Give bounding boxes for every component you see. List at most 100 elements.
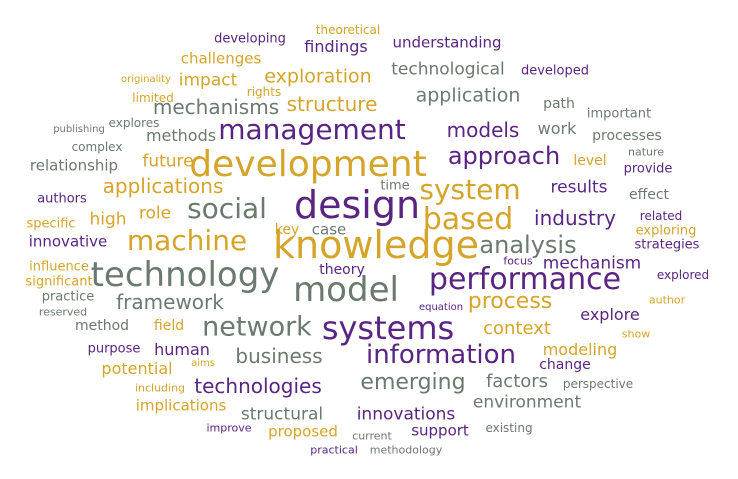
word-effect: effect [628, 187, 670, 203]
word-case: case [311, 220, 347, 239]
word-aims: aims [191, 358, 215, 369]
word-change: change [539, 357, 591, 373]
word-developed: developed [520, 63, 590, 79]
word-strategies: strategies [634, 237, 700, 253]
word-analysis: analysis [479, 231, 577, 259]
word-exploring: exploring [635, 223, 697, 239]
word-author: author [648, 293, 686, 307]
word-purpose: purpose [87, 341, 141, 357]
word-environment: environment [472, 392, 582, 413]
word-knowledge: knowledge [273, 223, 479, 267]
word-industry: industry [534, 206, 616, 230]
word-complex: complex [71, 140, 123, 154]
word-explored: explored [656, 268, 710, 282]
word-innovations: innovations [356, 404, 456, 425]
word-nature: nature [627, 145, 665, 159]
word-human: human [154, 340, 210, 359]
word-approach: approach [447, 142, 561, 170]
word-results: results [550, 177, 608, 198]
word-work: work [537, 119, 577, 138]
word-developing: developing [214, 31, 286, 47]
word-methods: methods [145, 126, 217, 145]
word-social: social [187, 192, 267, 225]
word-factors: factors [485, 371, 549, 392]
word-model: model [293, 270, 399, 310]
word-perspective: perspective [562, 377, 634, 391]
word-technology: technology [90, 255, 280, 295]
word-path: path [543, 96, 575, 112]
word-explore: explore [580, 305, 640, 324]
word-existing: existing [485, 421, 533, 435]
word-processes: processes [592, 128, 662, 144]
word-reserved: reserved [38, 305, 88, 319]
word-application: application [415, 84, 521, 107]
word-level: level [573, 153, 607, 169]
word-systems: systems [321, 309, 455, 347]
word-methodology: methodology [369, 443, 443, 457]
word-equation: equation [418, 302, 464, 313]
word-important: important [586, 106, 652, 122]
word-development: development [189, 144, 427, 185]
word-management: management [218, 113, 406, 146]
word-machine: machine [126, 224, 248, 257]
word-including: including [134, 381, 186, 395]
word-focus: focus [503, 254, 533, 268]
word-innovative: innovative [28, 232, 108, 251]
word-mechanisms: mechanisms [152, 95, 280, 119]
word-improve: improve [206, 421, 252, 435]
word-impact: impact [178, 70, 238, 91]
word-provide: provide [623, 161, 673, 177]
word-business: business [235, 344, 323, 368]
word-relationship: relationship [29, 156, 119, 175]
word-structural: structural [240, 404, 324, 425]
word-show: show [621, 327, 651, 341]
word-influence: influence [29, 259, 89, 275]
word-exploration: exploration [264, 65, 372, 88]
word-support: support [411, 421, 469, 440]
word-method: method [74, 318, 130, 334]
word-context: context [483, 318, 551, 339]
word-key: key [274, 222, 300, 238]
word-field: field [153, 318, 185, 334]
word-specific: specific [26, 216, 76, 232]
word-originality: originality [121, 74, 171, 85]
word-process: process [467, 289, 553, 314]
word-structure: structure [286, 92, 378, 116]
word-challenges: challenges [180, 49, 262, 68]
word-based: based [422, 202, 514, 237]
word-understanding: understanding [392, 33, 502, 52]
word-findings: findings [304, 37, 368, 56]
word-proposed: proposed [268, 422, 338, 441]
word-network: network [202, 311, 312, 343]
word-mechanism: mechanism [542, 253, 642, 274]
word-time: time [380, 178, 410, 194]
word-framework: framework [116, 290, 224, 314]
word-models: models [446, 118, 520, 142]
word-high: high [89, 209, 127, 230]
word-performance: performance [428, 262, 622, 297]
word-emerging: emerging [360, 370, 466, 395]
word-future: future [142, 151, 194, 172]
word-potential: potential [101, 359, 173, 378]
word-significant: significant [25, 274, 93, 290]
word-technological: technological [391, 59, 505, 80]
word-rights: rights [246, 85, 282, 99]
word-publishing: publishing [53, 124, 105, 135]
word-authors: authors [37, 191, 87, 207]
word-practice: practice [41, 289, 95, 305]
word-information: information [365, 340, 517, 370]
word-design: design [293, 183, 421, 227]
word-role: role [138, 203, 172, 224]
word-explores: explores [108, 116, 160, 130]
word-implications: implications [135, 396, 227, 415]
word-modeling: modeling [542, 340, 618, 359]
word-technologies: technologies [194, 374, 322, 398]
word-theoretical: theoretical [315, 23, 381, 37]
word-system: system [419, 173, 521, 206]
word-applications: applications [102, 174, 224, 198]
word-practical: practical [310, 443, 358, 457]
word-limited: limited [132, 91, 174, 105]
word-theory: theory [319, 262, 365, 278]
word-current: current [352, 429, 392, 443]
